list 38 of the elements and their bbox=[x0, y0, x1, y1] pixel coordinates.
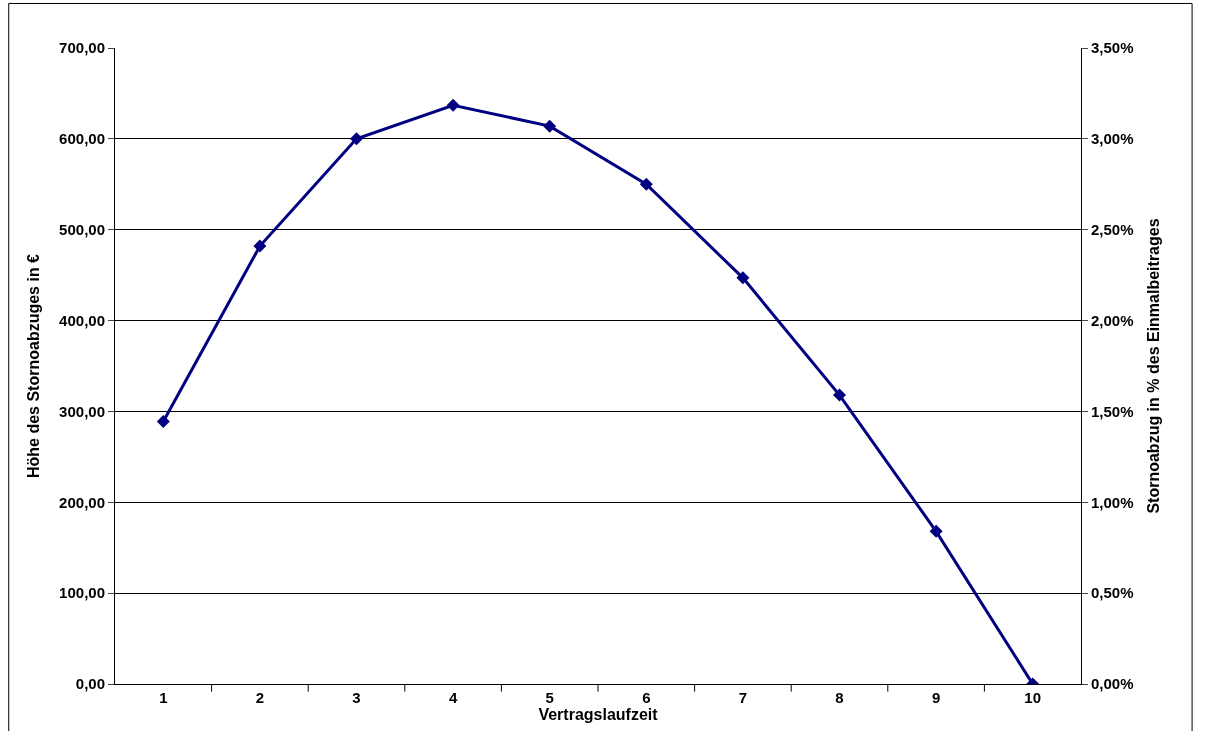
x-tick-label: 8 bbox=[835, 689, 844, 706]
y2-tick-label: 0,50% bbox=[1091, 584, 1134, 602]
point bbox=[446, 98, 460, 112]
x-tick-label: 10 bbox=[1024, 689, 1042, 706]
y2-tick-label: 3,00% bbox=[1091, 130, 1134, 148]
point bbox=[929, 524, 943, 538]
x-tick-label: 7 bbox=[738, 689, 748, 706]
point bbox=[156, 414, 170, 428]
x-tick-label: 2 bbox=[255, 689, 265, 706]
x-tick-label: 4 bbox=[448, 689, 458, 706]
point bbox=[736, 271, 750, 285]
y-tick-label: 0,00 bbox=[75, 675, 105, 693]
x-tick-label: 3 bbox=[352, 689, 361, 706]
y-tick-label: 500,00 bbox=[59, 220, 105, 238]
x-tick-label: 5 bbox=[545, 689, 554, 706]
y2-tick-label: 0,00% bbox=[1091, 675, 1134, 693]
x-axis-title: Vertragslaufzeit bbox=[538, 706, 659, 723]
y2-tick-label: 1,00% bbox=[1091, 493, 1134, 511]
y-axis-title: Höhe des Stornoabzuges in € bbox=[25, 253, 43, 479]
y-tick-label: 400,00 bbox=[59, 311, 105, 329]
y-tick-label: 700,00 bbox=[59, 39, 105, 57]
point bbox=[350, 132, 363, 146]
y2-tick-label: 2,00% bbox=[1091, 311, 1134, 329]
y2-tick-label: 3,50% bbox=[1091, 39, 1134, 57]
y-tick-label: 200,00 bbox=[59, 493, 105, 511]
x-tick-label: 6 bbox=[642, 689, 651, 706]
y-tick-label: 300,00 bbox=[59, 402, 105, 420]
point bbox=[253, 239, 267, 253]
y2-tick-label: 1,50% bbox=[1091, 402, 1134, 420]
y2-axis-title: Stornoabzug in % des Einmalbeitrages bbox=[1145, 218, 1163, 514]
point bbox=[639, 177, 653, 191]
y2-tick-label: 2,50% bbox=[1091, 220, 1134, 238]
y-tick-label: 600,00 bbox=[59, 130, 105, 148]
x-tick-label: 1 bbox=[159, 689, 168, 706]
point bbox=[543, 119, 557, 133]
point bbox=[833, 388, 846, 402]
y-tick-label: 100,00 bbox=[59, 584, 105, 602]
x-tick-label: 9 bbox=[931, 689, 941, 706]
